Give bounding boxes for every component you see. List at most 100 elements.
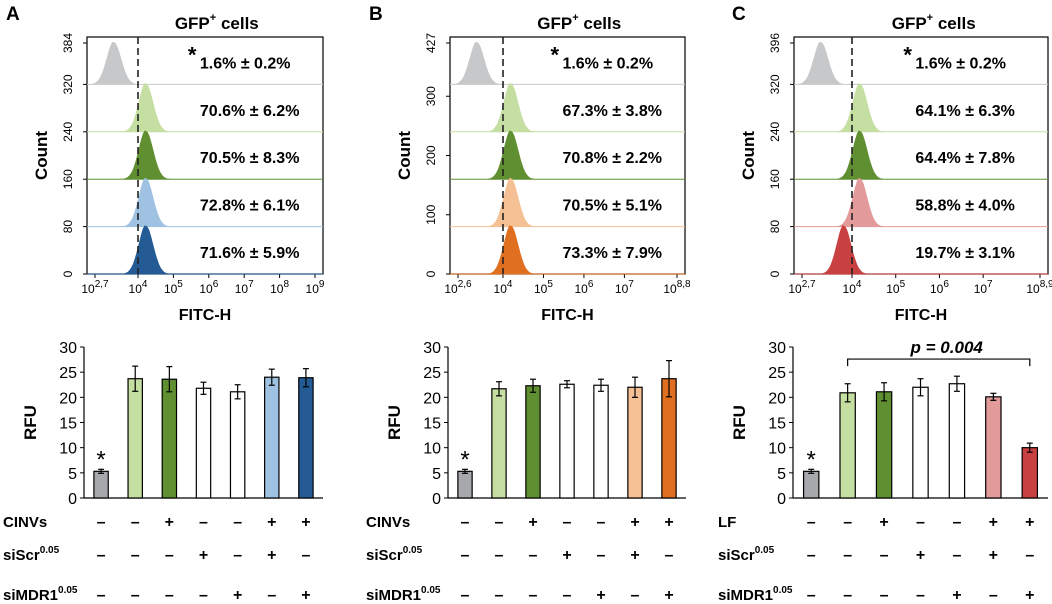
significance-star: * bbox=[807, 446, 816, 473]
bar bbox=[298, 377, 314, 499]
percent-label: 1.6% ± 0.2% bbox=[562, 55, 653, 72]
bar-ytick-label: 10 bbox=[768, 441, 786, 458]
bar bbox=[802, 470, 820, 499]
condition-mark: – bbox=[165, 547, 174, 564]
condition-label: siScr0.05 bbox=[718, 545, 775, 564]
bar bbox=[985, 396, 1002, 499]
percent-label: 58.8% ± 4.0% bbox=[915, 198, 1015, 215]
histogram-panel-a: GFP+ cells Count 384 320 240 160 80 0 102,7 104 10… bbox=[32, 12, 325, 324]
condition-label: siMDR10.05 bbox=[366, 585, 441, 604]
histogram-trace bbox=[121, 225, 173, 274]
hist-xtick-label: 102,7 bbox=[81, 279, 109, 296]
condition-mark: – bbox=[233, 514, 242, 531]
condition-mark: + bbox=[989, 547, 998, 564]
condition-mark: – bbox=[165, 587, 174, 604]
significance-star: * bbox=[96, 446, 105, 473]
histogram-trace bbox=[486, 130, 538, 180]
hist-xtick-label: 104 bbox=[129, 279, 148, 296]
condition-mark: + bbox=[989, 514, 998, 531]
condition-mark: – bbox=[461, 514, 470, 531]
condition-mark: – bbox=[131, 587, 140, 604]
bar-panel-c: 0 5 10 15 20 25 30 RFU * p = 0.004 LF – – + – – + + siScr0… bbox=[718, 338, 1048, 604]
hist-xtick-label: 108,9 bbox=[1026, 279, 1052, 296]
percent-label: 70.6% ± 6.2% bbox=[200, 103, 300, 120]
condition-mark: + bbox=[301, 587, 310, 604]
hist-ytick-label: 0 bbox=[424, 270, 438, 277]
bar bbox=[1021, 447, 1039, 499]
panel-letter-c: C bbox=[732, 4, 746, 25]
condition-mark: – bbox=[301, 547, 310, 564]
hist-xtick-label: 106 bbox=[199, 279, 218, 296]
bar bbox=[264, 376, 280, 499]
condition-mark: + bbox=[630, 514, 639, 531]
hist-xtick-label: 106 bbox=[930, 279, 949, 296]
condition-mark: – bbox=[97, 514, 106, 531]
condition-mark: + bbox=[165, 514, 174, 531]
hist-ytick-label: 240 bbox=[768, 121, 782, 141]
percent-label: 72.8% ± 6.1% bbox=[200, 198, 300, 215]
histogram-trace bbox=[121, 130, 173, 180]
histogram-trace bbox=[486, 178, 538, 227]
condition-mark: + bbox=[267, 547, 276, 564]
condition-mark: + bbox=[562, 547, 571, 564]
significance-star: * bbox=[460, 446, 469, 473]
bar-ytick-label: 20 bbox=[423, 390, 441, 407]
percent-label: 1.6% ± 0.2% bbox=[200, 55, 291, 72]
hist-ytick-label: 320 bbox=[768, 74, 782, 94]
condition-mark: – bbox=[495, 547, 504, 564]
histogram-trace bbox=[486, 83, 538, 132]
percent-label: 19.7% ± 3.1% bbox=[915, 245, 1015, 262]
bar-ytick-label: 5 bbox=[777, 466, 786, 483]
hist-ytick-label: 80 bbox=[768, 220, 782, 234]
significance-star: * bbox=[188, 42, 197, 67]
condition-mark: – bbox=[880, 547, 889, 564]
hist-ytick-label: 396 bbox=[768, 33, 782, 53]
condition-mark: – bbox=[529, 587, 538, 604]
condition-mark: + bbox=[528, 514, 537, 531]
histogram-trace bbox=[121, 83, 173, 132]
bar-ytick-label: 10 bbox=[59, 441, 77, 458]
condition-mark: – bbox=[916, 514, 925, 531]
condition-mark: – bbox=[495, 514, 504, 531]
hist-ylabel: Count bbox=[32, 131, 51, 180]
hist-ytick-label: 160 bbox=[768, 169, 782, 189]
percent-label: 70.5% ± 5.1% bbox=[562, 198, 662, 215]
bar bbox=[839, 392, 856, 499]
percent-label: 1.6% ± 0.2% bbox=[915, 55, 1006, 72]
condition-mark: – bbox=[843, 587, 852, 604]
condition-mark: + bbox=[301, 514, 310, 531]
hist-xtick-label: 107 bbox=[615, 279, 634, 296]
condition-mark: – bbox=[631, 587, 640, 604]
bar-ylabel: RFU bbox=[21, 405, 40, 440]
condition-mark: – bbox=[233, 547, 242, 564]
condition-mark: + bbox=[664, 587, 673, 604]
condition-mark: + bbox=[664, 514, 673, 531]
condition-mark: – bbox=[97, 587, 106, 604]
percent-label: 73.3% ± 7.9% bbox=[562, 245, 662, 262]
condition-mark: – bbox=[807, 514, 816, 531]
condition-mark: – bbox=[597, 514, 606, 531]
hist-xtick-label: 108 bbox=[270, 279, 289, 296]
histogram-trace bbox=[89, 41, 141, 85]
hist-xtick-label: 105 bbox=[886, 279, 905, 296]
condition-mark: – bbox=[563, 587, 572, 604]
percent-label: 71.6% ± 5.9% bbox=[200, 245, 300, 262]
bar bbox=[559, 383, 575, 499]
condition-mark: – bbox=[461, 587, 470, 604]
condition-mark: + bbox=[952, 587, 961, 604]
condition-mark: + bbox=[630, 547, 639, 564]
bar-ytick-label: 5 bbox=[432, 466, 441, 483]
hist-ytick-label: 160 bbox=[61, 169, 75, 189]
bar bbox=[195, 387, 212, 499]
bar-ytick-label: 20 bbox=[768, 390, 786, 407]
hist-xtick-label: 102,6 bbox=[444, 279, 472, 296]
condition-mark: – bbox=[461, 547, 470, 564]
condition-mark: – bbox=[267, 587, 276, 604]
bar-ytick-label: 30 bbox=[768, 340, 786, 357]
histogram-trace bbox=[121, 178, 173, 227]
hist-xtick-label: 107 bbox=[235, 279, 254, 296]
bar bbox=[457, 470, 473, 499]
hist-ytick-label: 200 bbox=[424, 145, 438, 165]
histogram-trace bbox=[835, 83, 887, 132]
hist-xtick-label: 104 bbox=[494, 279, 513, 296]
